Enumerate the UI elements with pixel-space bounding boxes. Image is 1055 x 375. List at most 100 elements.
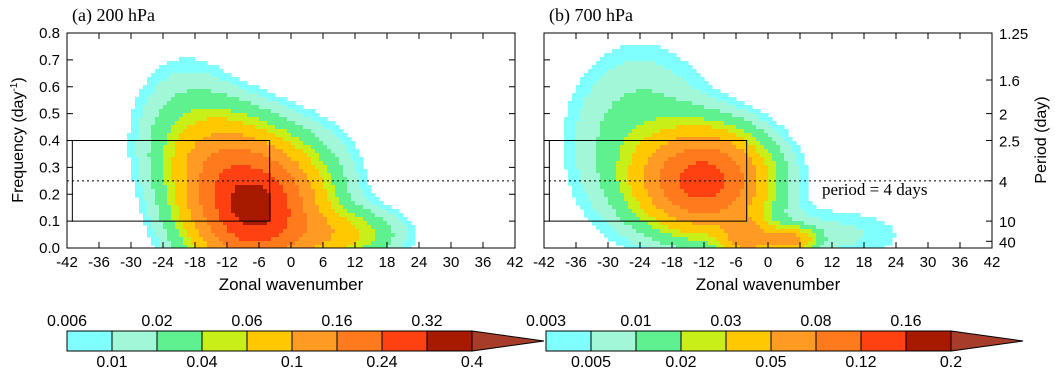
contour-cell [191,173,196,178]
contour-cell [760,217,765,222]
contour-cell [175,109,180,114]
x-tick-label: -6 [252,254,265,271]
contour-cell [716,213,721,218]
contour-cell [576,193,581,198]
contour-cell [816,221,821,226]
contour-cell [668,181,673,186]
contour-cell [796,237,801,242]
contour-cell [684,93,689,98]
contour-cell [592,137,597,142]
contour-cell [608,201,613,206]
contour-cell [327,213,332,218]
contour-cell [692,229,697,234]
contour-cell [740,145,745,150]
contour-cell [187,225,192,230]
contour-cell [191,73,196,78]
contour-cell [219,121,224,126]
contour-cell [187,149,192,154]
contour-cell [343,153,348,158]
contour-cell [271,241,276,246]
contour-cell [772,165,777,170]
contour-cell [231,157,236,162]
contour-cell [219,129,224,134]
contour-cell [211,121,216,126]
contour-cell [135,109,140,114]
contour-cell [656,197,661,202]
contour-cell [355,169,360,174]
contour-cell [616,149,621,154]
contour-cell [151,121,156,126]
contour-cell [584,189,589,194]
contour-cell [632,217,637,222]
contour-cell [319,145,324,150]
contour-cell [151,229,156,234]
contour-cell [375,233,380,238]
contour-cell [592,89,597,94]
contour-cell [343,137,348,142]
contour-cell [155,121,160,126]
contour-cell [259,189,264,194]
contour-cell [343,201,348,206]
contour-cell [716,193,721,198]
contour-cell [183,121,188,126]
contour-cell [147,137,152,142]
contour-cell [355,217,360,222]
contour-cell [167,201,172,206]
contour-cell [640,133,645,138]
contour-cell [664,169,669,174]
contour-cell [668,73,673,78]
contour-cell [648,49,653,54]
contour-cell [768,121,773,126]
contour-cell [155,129,160,134]
contour-cell [768,129,773,134]
contour-cell [668,197,673,202]
contour-cell [215,73,220,78]
contour-cell [367,221,372,226]
contour-cell [271,233,276,238]
contour-cell [207,169,212,174]
contour-cell [347,173,352,178]
contour-cell [784,221,789,226]
contour-cell [712,117,717,122]
contour-cell [728,149,733,154]
contour-cell [748,161,753,166]
contour-cell [243,165,248,170]
contour-cell [696,189,701,194]
contour-cell [584,161,589,166]
contour-cell [299,165,304,170]
contour-cell [351,165,356,170]
contour-cell [804,169,809,174]
contour-cell [359,165,364,170]
contour-cell [748,197,753,202]
contour-cell [291,181,296,186]
contour-cell [131,157,136,162]
contour-cell [684,105,689,110]
contour-cell [195,169,200,174]
contour-cell [231,177,236,182]
contour-cell [343,181,348,186]
contour-cell [724,233,729,238]
contour-cell [760,145,765,150]
contour-cell [620,217,625,222]
contour-cell [768,217,773,222]
contour-cell [644,169,649,174]
contour-cell [271,121,276,126]
contour-cell [299,237,304,242]
contour-cell [183,137,188,142]
contour-cell [644,57,649,62]
contour-cell [632,89,637,94]
contour-cell [632,221,637,226]
contour-cell [311,229,316,234]
contour-cell [780,141,785,146]
contour-cell [628,161,633,166]
contour-cell [255,229,260,234]
contour-cell [195,221,200,226]
contour-cell [700,209,705,214]
contour-cell [207,221,212,226]
contour-cell [792,165,797,170]
contour-cell [580,145,585,150]
contour-cell [620,141,625,146]
contour-cell [612,145,617,150]
contour-cell [740,245,745,248]
contour-cell [335,137,340,142]
